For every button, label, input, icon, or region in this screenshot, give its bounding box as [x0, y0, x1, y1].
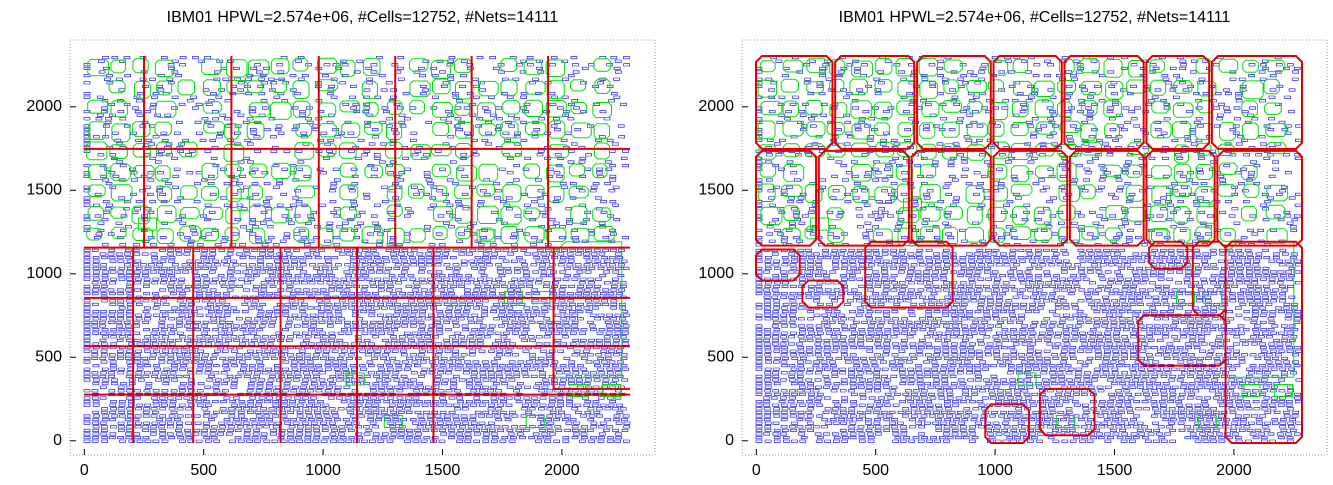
y-tick-label: 2000 [26, 98, 62, 115]
regions [755, 55, 1303, 444]
y-tick-label: 1000 [698, 265, 734, 282]
chart-title: IBM01 HPWL=2.574e+06, #Cells=12752, #Net… [167, 9, 559, 26]
y-tick-label: 0 [725, 432, 734, 449]
plot-frame [741, 39, 1328, 456]
x-tick-label: 500 [862, 462, 889, 479]
x-tick-label: 0 [80, 462, 89, 479]
y-tick-label: 1500 [698, 182, 734, 199]
x-tick-label: 2000 [544, 462, 580, 479]
regions [84, 56, 630, 443]
x-tick-label: 2000 [1216, 462, 1252, 479]
plot-frame [69, 39, 656, 456]
cells [755, 56, 1303, 443]
x-tick-label: 1000 [305, 462, 341, 479]
y-tick-label: 500 [707, 349, 734, 366]
y-tick-label: 2000 [698, 98, 734, 115]
y-tick-label: 1000 [26, 265, 62, 282]
chart-title: IBM01 HPWL=2.574e+06, #Cells=12752, #Net… [839, 9, 1231, 26]
x-tick-label: 0 [752, 462, 761, 479]
x-tick-label: 1000 [977, 462, 1013, 479]
x-tick-label: 1500 [425, 462, 461, 479]
x-tick-label: 500 [190, 462, 217, 479]
x-tick-label: 1500 [1097, 462, 1133, 479]
y-tick-label: 1500 [26, 182, 62, 199]
y-tick-label: 500 [35, 349, 62, 366]
macros [86, 57, 623, 429]
macros [757, 57, 1295, 429]
y-tick-label: 0 [53, 432, 62, 449]
